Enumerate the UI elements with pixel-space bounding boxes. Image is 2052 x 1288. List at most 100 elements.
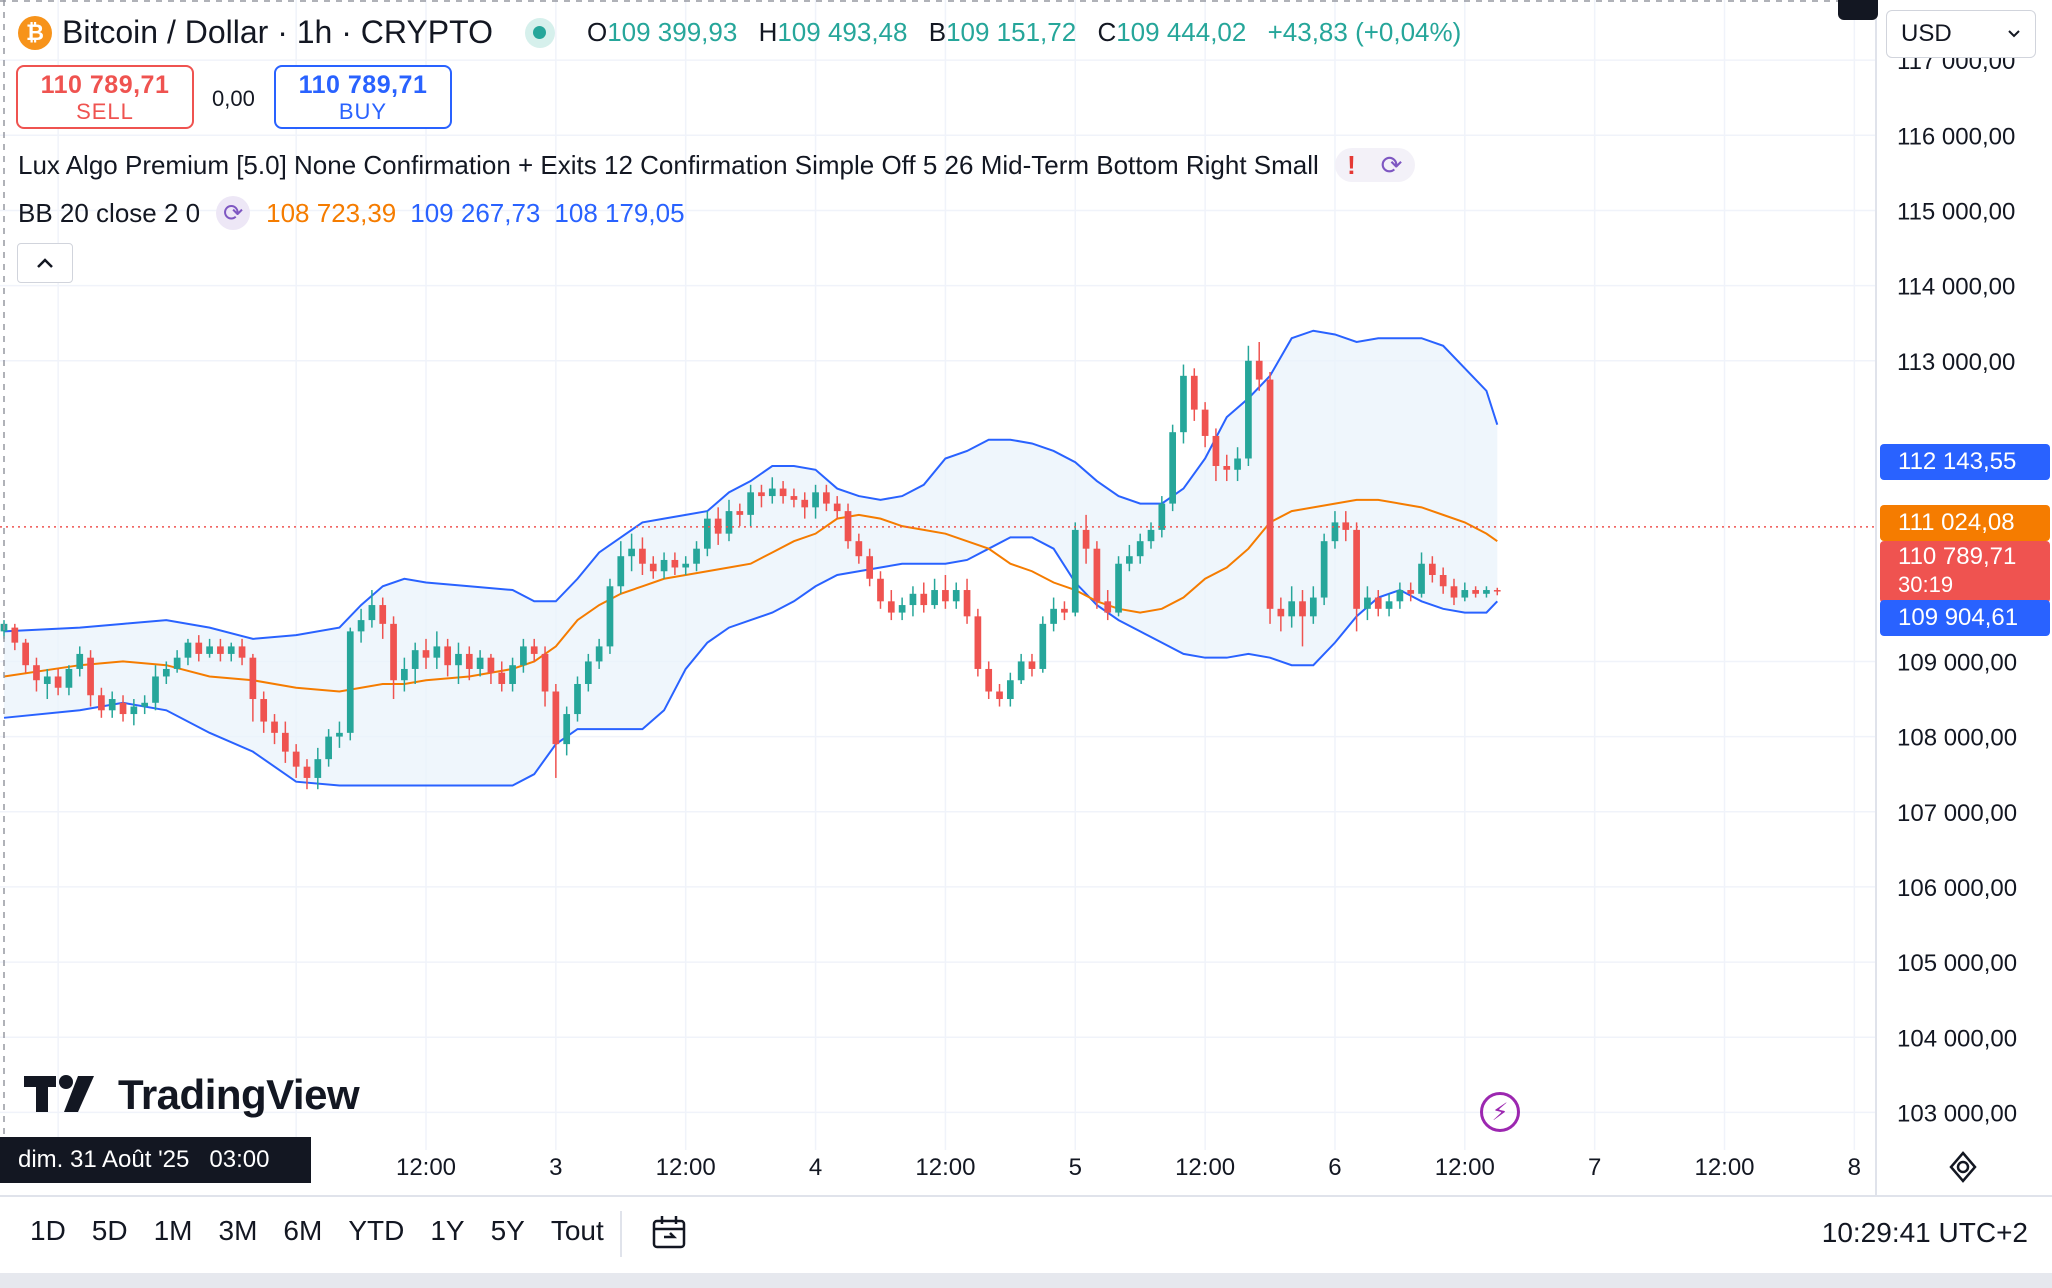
candle-body (1364, 597, 1371, 609)
high-value: 109 493,48 (777, 17, 908, 47)
range-button-1d[interactable]: 1D (30, 1215, 66, 1246)
candle-body (1450, 586, 1458, 598)
buy-button[interactable]: 110 789,71 BUY (274, 65, 452, 129)
warning-icon[interactable]: ! ⟳ (1334, 148, 1415, 182)
collapse-legend-button[interactable] (17, 243, 73, 283)
candle-body (54, 676, 62, 688)
candle-body (1255, 360, 1263, 380)
calendar-icon[interactable] (650, 1213, 690, 1258)
symbol-legend[interactable]: ₿ Bitcoin / Dollar · 1h · CRYPTO O109 39… (18, 14, 1461, 51)
bb-title[interactable]: BB 20 close 2 0 (18, 197, 201, 228)
time-axis-label: 12:00 (656, 1154, 716, 1181)
time-axis-label: 6 (1328, 1154, 1341, 1181)
candle-body (260, 699, 268, 722)
range-button-ytd[interactable]: YTD (348, 1215, 405, 1246)
sell-price: 110 789,71 (40, 71, 170, 99)
candle-body (346, 631, 354, 733)
lightning-icon[interactable]: ⚡ (1480, 1092, 1520, 1132)
candle-body (33, 665, 40, 681)
currency-select[interactable]: USD (1886, 10, 2036, 58)
luxalgo-title[interactable]: Lux Algo Premium [5.0] None Confirmation… (18, 149, 1319, 180)
candle-body (87, 657, 94, 696)
range-button-tout[interactable]: Tout (550, 1215, 604, 1246)
candle-body (368, 605, 376, 621)
candle-body (1223, 466, 1231, 470)
candle-body (747, 492, 754, 515)
candle-body (130, 706, 138, 715)
time-axis-label: 12:00 (1435, 1154, 1495, 1181)
price-axis-label: 107 000,00 (1897, 800, 2017, 827)
refresh-icon[interactable]: ⟳ (1380, 149, 1403, 180)
range-button-5y[interactable]: 5Y (490, 1215, 525, 1246)
add-icon[interactable] (1838, 0, 1878, 20)
candle-body (963, 590, 971, 617)
refresh-icon[interactable]: ⟳ (216, 196, 251, 230)
candle-body (714, 518, 722, 534)
range-button-1m[interactable]: 1M (153, 1215, 193, 1246)
candle-body (465, 653, 473, 669)
candle-body (1277, 608, 1285, 617)
range-button-6m[interactable]: 6M (283, 1215, 323, 1246)
open-value: 109 399,93 (607, 17, 738, 47)
market-status-icon[interactable] (524, 17, 555, 48)
candle-body (98, 695, 105, 711)
candle-body (1385, 601, 1393, 609)
price-axis-label: 114 000,00 (1897, 274, 2015, 301)
candle-body (509, 665, 516, 684)
candle-body (1288, 601, 1296, 617)
bb-lower-price-tag: 109 904,61 (1880, 600, 2050, 636)
high-label: H (758, 17, 778, 47)
luxalgo-legend[interactable]: Lux Algo Premium [5.0] None Confirmation… (18, 148, 1415, 182)
candle-body (682, 563, 690, 568)
candle-body (1266, 379, 1274, 609)
candle-body (1428, 563, 1436, 575)
candle-body (1147, 529, 1155, 542)
range-button-5d[interactable]: 5D (91, 1215, 128, 1246)
close-label: C (1097, 17, 1117, 47)
candle-body (217, 646, 224, 654)
candle-body (325, 736, 332, 760)
ohlc-values: O109 399,93 H109 493,48 B109 151,72 C109… (587, 17, 1461, 48)
candle-body (920, 593, 928, 606)
range-button-3m[interactable]: 3M (218, 1215, 258, 1246)
buy-label: BUY (338, 99, 388, 124)
candle-body (455, 653, 462, 666)
spread-value: 0,00 (212, 86, 255, 111)
candlestick-series (0, 341, 1501, 790)
price-axis-label: 104 000,00 (1897, 1025, 2017, 1052)
low-label: B (928, 17, 947, 47)
time-axis-label: 12:00 (396, 1154, 456, 1181)
settings-icon[interactable] (1946, 1150, 1980, 1189)
tradingview-watermark[interactable]: TradingView (22, 1070, 360, 1120)
candle-body (498, 672, 506, 684)
candle-body (1028, 661, 1036, 669)
candle-body (541, 653, 549, 692)
candle-body (108, 699, 116, 711)
candle-body (1439, 575, 1447, 587)
symbol-title[interactable]: Bitcoin / Dollar · 1h · CRYPTO (62, 14, 493, 50)
price-axis-label: 113 000,00 (1897, 349, 2015, 376)
chevron-up-icon (37, 258, 53, 268)
range-button-1y[interactable]: 1Y (430, 1215, 465, 1246)
candle-body (1493, 590, 1501, 592)
chevron-down-icon (2008, 30, 2020, 38)
candle-body (1472, 590, 1479, 594)
bb-fill (4, 330, 1498, 786)
toolbar-divider (620, 1211, 622, 1257)
candle-body (1050, 608, 1057, 624)
candle-body (530, 646, 538, 654)
candle-body (227, 646, 235, 654)
candle-body (823, 492, 830, 504)
sell-button[interactable]: 110 789,71 SELL (16, 65, 194, 129)
time-axis-label: 8 (1848, 1154, 1861, 1181)
candle-body (1126, 556, 1133, 564)
bitcoin-icon: ₿ (18, 15, 52, 50)
candle-body (476, 657, 484, 669)
time-axis-label: 7 (1588, 1154, 1601, 1181)
bb-legend[interactable]: BB 20 close 2 0 ⟳ 108 723,39 109 267,73 … (18, 196, 685, 230)
candle-body (1180, 375, 1187, 433)
candle-body (1082, 529, 1090, 549)
clock-label[interactable]: 10:29:41 UTC+2 (1821, 1217, 2028, 1248)
candle-body (206, 646, 213, 654)
